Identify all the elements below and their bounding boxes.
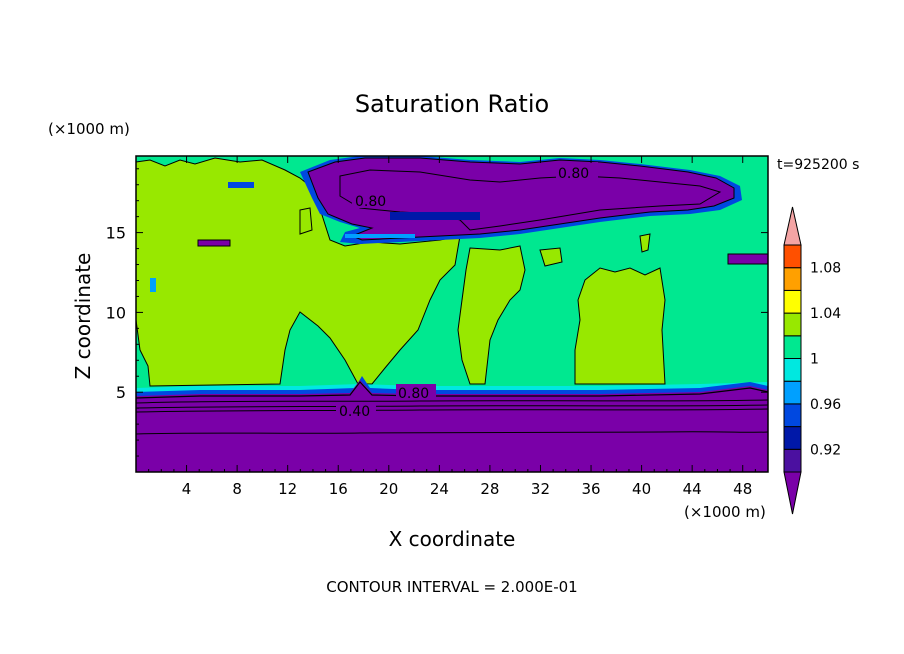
upper-dry-cyan-band (345, 234, 415, 238)
y-unit-label: (×1000 m) (48, 120, 130, 138)
colorbar-swatch (783, 312, 802, 337)
contour-label-bg-3 (396, 384, 436, 400)
x-axis-label: X coordinate (389, 527, 516, 551)
dry-patch-right (727, 253, 768, 265)
colorbar-swatch (783, 380, 802, 405)
contour-label-2: 0.80 (558, 166, 589, 182)
x-tick-label: 40 (632, 480, 651, 498)
colorbar-swatch (783, 335, 802, 359)
x-tick-label: 28 (480, 480, 499, 498)
lime-region-small-3 (639, 233, 651, 253)
y-axis-ticks: 5 10 15 (106, 168, 768, 457)
y-tick-label: 15 (106, 224, 126, 243)
x-tick-label: 48 (733, 480, 752, 498)
colorbar-swatch (783, 267, 802, 291)
colorbar-swatch (783, 358, 802, 382)
x-tick-label: 32 (531, 480, 550, 498)
colorbar-swatch (783, 289, 802, 314)
colorbar: 0.92 0.96 1 1.04 1.08 (783, 206, 841, 515)
dry-patch-top-left (228, 182, 254, 188)
lime-region-mid (457, 245, 526, 385)
y-tick-label: 10 (106, 303, 126, 322)
dry-patch-cyan (150, 278, 156, 292)
x-tick-label: 16 (329, 480, 348, 498)
contour-line-050 (136, 404, 768, 409)
dry-patch-left (197, 239, 231, 247)
x-tick-label: 24 (430, 480, 449, 498)
colorbar-tick-label: 1.08 (810, 261, 841, 277)
contour-line-040 (136, 408, 768, 413)
upper-dry-blue-band (390, 212, 480, 220)
colorbar-swatch (783, 403, 802, 428)
colorbar-tick-label: 0.96 (810, 397, 841, 413)
x-unit-label: (×1000 m) (684, 503, 766, 521)
lime-region-left (136, 157, 461, 387)
contour-label-1: 0.80 (355, 194, 386, 210)
colorbar-swatch (783, 244, 802, 269)
lime-region-small-2 (539, 247, 563, 267)
time-label: t=925200 s (777, 157, 859, 173)
x-tick-label: 44 (683, 480, 702, 498)
contour-line-020 (136, 431, 768, 435)
x-tick-label: 8 (232, 480, 242, 498)
contour-line-060 (136, 399, 768, 404)
contour-label-bg-2 (556, 162, 598, 180)
x-tick-label: 12 (278, 480, 297, 498)
lime-region-right (574, 267, 666, 385)
lime-region-small-1 (299, 207, 313, 235)
contour-label-4: 0.40 (339, 404, 370, 420)
y-tick-label: 5 (116, 383, 126, 402)
colorbar-swatch (783, 448, 802, 473)
colorbar-top-arrow (783, 206, 802, 246)
contour-label-bg-1 (352, 192, 392, 208)
small-dry-patches (150, 182, 768, 292)
plot-area (136, 156, 768, 472)
x-tick-label: 20 (379, 480, 398, 498)
lower-dry-fill (136, 380, 768, 472)
colorbar-tick-label: 1 (810, 352, 819, 368)
lower-dry-layer (136, 376, 768, 472)
colorbar-bottom-arrow (783, 471, 802, 515)
chart-title: Saturation Ratio (355, 90, 549, 118)
colorbar-tick-label: 1.04 (810, 306, 841, 322)
supersaturated-regions (136, 157, 666, 387)
x-tick-label: 4 (182, 480, 192, 498)
y-axis-label: Z coordinate (71, 253, 95, 380)
x-axis-ticks: 4 8 12 16 20 24 28 32 36 40 44 48 (148, 156, 756, 498)
upper-dry-layer (300, 156, 742, 244)
contour-interval-footer: CONTOUR INTERVAL = 2.000E-01 (326, 578, 577, 596)
contour-label-3: 0.80 (398, 386, 429, 402)
colorbar-tick-label: 0.92 (810, 442, 841, 458)
colorbar-swatch (783, 426, 802, 450)
contour-label-bg-4 (336, 402, 376, 418)
contour-labels: 0.80 0.80 0.80 0.40 (336, 162, 598, 420)
x-tick-label: 36 (581, 480, 600, 498)
